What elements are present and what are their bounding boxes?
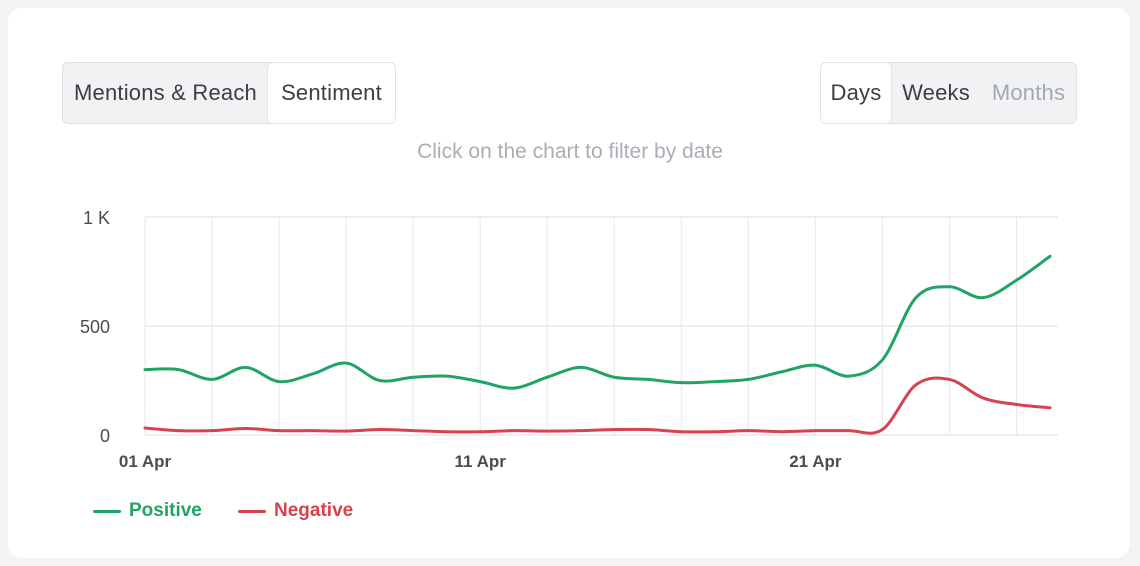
metric-toggle: Mentions & Reach Sentiment xyxy=(62,62,396,124)
period-toggle: Days Weeks Months xyxy=(820,62,1077,124)
x-tick-label: 21 Apr xyxy=(789,452,842,471)
legend-swatch-negative xyxy=(238,509,266,513)
legend-label-negative: Negative xyxy=(274,500,354,521)
chart-hint: Click on the chart to filter by date xyxy=(417,140,723,163)
legend-swatch-positive xyxy=(93,509,121,513)
legend-item-positive[interactable]: Positive xyxy=(93,500,202,522)
tab-months: Months xyxy=(991,80,1066,105)
x-tick-label: 01 Apr xyxy=(119,452,172,471)
tab-sentiment[interactable]: Sentiment xyxy=(268,63,395,123)
legend-label-positive: Positive xyxy=(129,500,202,521)
tab-mentions-reach[interactable]: Mentions & Reach xyxy=(74,80,257,105)
legend-item-negative[interactable]: Negative xyxy=(238,500,353,522)
x-tick-label: 11 Apr xyxy=(455,452,507,471)
series-line-positive[interactable] xyxy=(143,254,1052,390)
tab-days[interactable]: Days xyxy=(821,63,891,123)
y-tick-label: 0 xyxy=(100,426,110,446)
y-tick-label: 1 K xyxy=(83,208,110,228)
y-tick-label: 500 xyxy=(80,317,110,337)
series-line-negative[interactable] xyxy=(143,376,1052,435)
tab-weeks[interactable]: Weeks xyxy=(902,80,970,105)
